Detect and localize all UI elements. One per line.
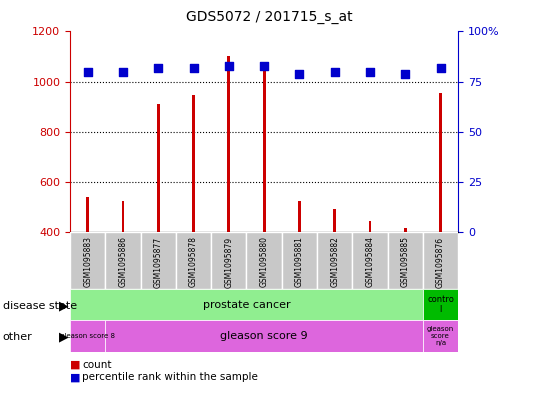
- Bar: [157, 104, 160, 232]
- Bar: [262, 68, 266, 232]
- Text: GSM1095878: GSM1095878: [189, 237, 198, 287]
- Point: [154, 64, 163, 71]
- Text: ▶: ▶: [59, 299, 68, 312]
- FancyBboxPatch shape: [246, 232, 282, 289]
- Text: GDS5072 / 201715_s_at: GDS5072 / 201715_s_at: [186, 10, 353, 24]
- FancyBboxPatch shape: [105, 320, 423, 352]
- FancyBboxPatch shape: [353, 232, 388, 289]
- FancyBboxPatch shape: [282, 232, 317, 289]
- Bar: [298, 200, 301, 232]
- Text: ■: ■: [70, 372, 80, 382]
- FancyBboxPatch shape: [105, 232, 141, 289]
- FancyBboxPatch shape: [176, 232, 211, 289]
- FancyBboxPatch shape: [141, 232, 176, 289]
- Point: [401, 70, 410, 77]
- FancyBboxPatch shape: [423, 289, 458, 320]
- Point: [84, 68, 92, 75]
- Text: gleason score 9: gleason score 9: [220, 331, 308, 341]
- Text: GSM1095880: GSM1095880: [260, 237, 268, 287]
- Bar: [404, 228, 406, 232]
- Text: ■: ■: [70, 360, 80, 370]
- Text: GSM1095885: GSM1095885: [400, 237, 410, 287]
- Text: other: other: [3, 332, 32, 342]
- Point: [119, 68, 127, 75]
- Text: contro
l: contro l: [427, 295, 454, 314]
- Bar: [439, 93, 442, 232]
- Text: count: count: [82, 360, 112, 370]
- FancyBboxPatch shape: [388, 232, 423, 289]
- Bar: [192, 95, 195, 232]
- Text: disease state: disease state: [3, 301, 77, 311]
- Text: GSM1095877: GSM1095877: [154, 237, 163, 288]
- Text: GSM1095883: GSM1095883: [83, 237, 92, 287]
- FancyBboxPatch shape: [423, 232, 458, 289]
- Bar: [333, 209, 336, 232]
- Bar: [86, 197, 89, 232]
- Point: [189, 64, 198, 71]
- Text: GSM1095881: GSM1095881: [295, 237, 304, 287]
- Point: [225, 62, 233, 69]
- FancyBboxPatch shape: [70, 289, 423, 320]
- Point: [330, 68, 339, 75]
- Text: ▶: ▶: [59, 330, 68, 343]
- FancyBboxPatch shape: [317, 232, 353, 289]
- Text: gleason
score
n/a: gleason score n/a: [427, 326, 454, 346]
- Text: GSM1095882: GSM1095882: [330, 237, 339, 287]
- Text: GSM1095886: GSM1095886: [119, 237, 128, 287]
- Point: [260, 62, 268, 69]
- Text: GSM1095884: GSM1095884: [365, 237, 375, 287]
- Text: gleason score 8: gleason score 8: [60, 333, 115, 339]
- Point: [436, 64, 445, 71]
- Text: GSM1095879: GSM1095879: [224, 237, 233, 288]
- Text: GSM1095876: GSM1095876: [436, 237, 445, 288]
- Bar: [369, 220, 371, 232]
- FancyBboxPatch shape: [70, 232, 105, 289]
- Bar: [122, 200, 125, 232]
- Text: percentile rank within the sample: percentile rank within the sample: [82, 372, 258, 382]
- FancyBboxPatch shape: [211, 232, 246, 289]
- FancyBboxPatch shape: [423, 320, 458, 352]
- FancyBboxPatch shape: [70, 320, 105, 352]
- Text: prostate cancer: prostate cancer: [203, 299, 291, 310]
- Bar: [227, 57, 230, 232]
- Point: [295, 70, 303, 77]
- Point: [365, 68, 374, 75]
